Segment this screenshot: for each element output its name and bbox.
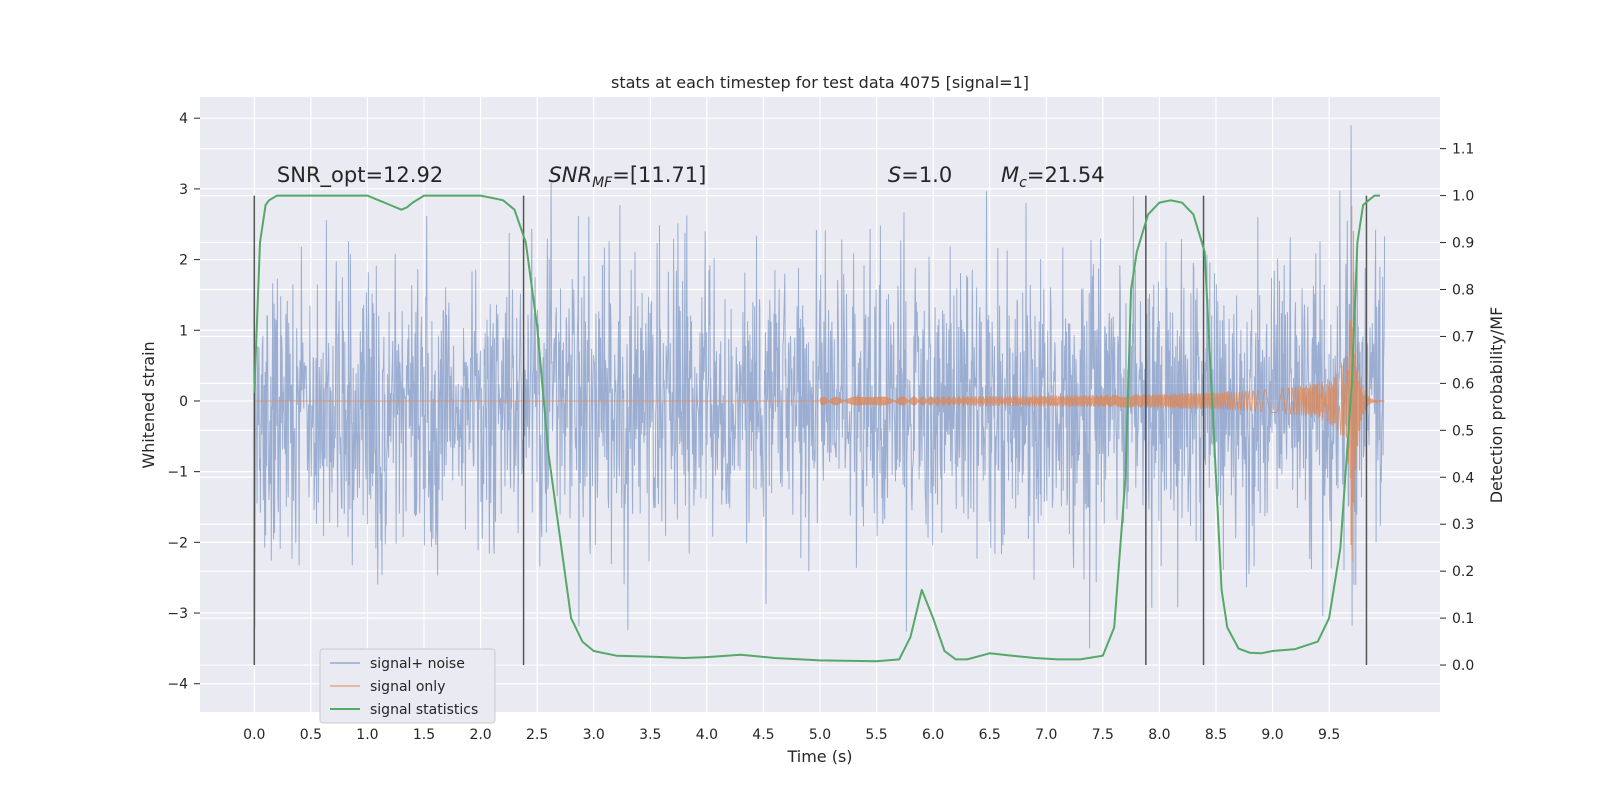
grid <box>200 97 1440 712</box>
x-tick-label: 8.5 <box>1205 727 1227 743</box>
legend-label-signal-noise: signal+ noise <box>370 656 465 672</box>
y-tick-label: 2 <box>179 253 188 269</box>
y2-tick-label: 0.6 <box>1452 376 1474 392</box>
x-tick-label: 7.0 <box>1035 727 1057 743</box>
y-tick-label: 3 <box>179 182 188 198</box>
x-tick-label: 3.0 <box>583 727 605 743</box>
chart-title: stats at each timestep for test data 407… <box>611 73 1029 92</box>
x-tick-label: 4.0 <box>696 727 718 743</box>
x-tick-label: 5.0 <box>809 727 831 743</box>
x-tick-label: 2.0 <box>469 727 491 743</box>
y2-tick-label: 1.1 <box>1452 142 1474 158</box>
x-tick-label: 1.0 <box>356 727 378 743</box>
ticks: 0.0 0.5 1.0 1.5 2.0 2.5 3.0 3.5 4.0 4.5 5.0 5.5 6.0 6… <box>167 111 1474 743</box>
y2-tick-label: 0.1 <box>1452 611 1474 627</box>
x-tick-label: 9.5 <box>1318 727 1340 743</box>
x-tick-label: 6.5 <box>979 727 1001 743</box>
legend: signal+ noise signal only signal statist… <box>319 648 496 724</box>
y-tick-label: −1 <box>167 465 188 481</box>
signal-statistics-layer <box>253 194 1380 663</box>
y2-tick-label: 0.9 <box>1452 236 1474 252</box>
y-tick-label: −3 <box>167 606 188 622</box>
annotations: SNR_opt=12.92 SNRMF=[11.71] S=1.0 Mc=21.54 <box>277 163 1105 191</box>
y2-tick-label: 0.5 <box>1452 423 1474 439</box>
x-tick-label: 0.5 <box>300 727 322 743</box>
y-tick-label: 1 <box>179 323 188 339</box>
x-tick-label: 7.5 <box>1092 727 1114 743</box>
x-tick-label: 8.0 <box>1148 727 1170 743</box>
x-tick-label: 9.0 <box>1261 727 1283 743</box>
y2-tick-label: 0.2 <box>1452 564 1474 580</box>
y-tick-label: −2 <box>167 535 188 551</box>
y2-tick-label: 0.3 <box>1452 517 1474 533</box>
x-tick-label: 0.0 <box>243 727 265 743</box>
y2-tick-label: 0.4 <box>1452 470 1474 486</box>
x-axis-label: Time (s) <box>786 747 852 766</box>
x-tick-label: 1.5 <box>413 727 435 743</box>
x-tick-label: 3.5 <box>639 727 661 743</box>
y-tick-label: −4 <box>167 677 188 693</box>
y2-tick-label: 0.7 <box>1452 329 1474 345</box>
annotation-snr-opt: SNR_opt=12.92 <box>277 163 443 188</box>
legend-box <box>319 648 496 724</box>
x-tick-label: 2.5 <box>526 727 548 743</box>
y2-tick-label: 0.0 <box>1452 658 1474 674</box>
legend-label-signal-statistics: signal statistics <box>370 702 478 718</box>
x-tick-label: 4.5 <box>752 727 774 743</box>
annotation-mc-value: Mc=21.54 <box>1001 163 1105 191</box>
y-tick-label: 4 <box>179 111 188 127</box>
series-signal-only <box>254 206 1385 562</box>
legend-label-signal-only: signal only <box>370 679 445 695</box>
annotation-snr-mf: SNRMF=[11.71] <box>548 163 706 191</box>
y2-tick-label: 0.8 <box>1452 282 1474 298</box>
y-tick-label: 0 <box>179 394 188 410</box>
series-signal-statistics <box>253 194 1380 663</box>
plot-data <box>253 125 1386 649</box>
y-axis-label: Whitened strain <box>139 341 158 468</box>
x-tick-label: 6.0 <box>922 727 944 743</box>
x-tick-label: 5.5 <box>865 727 887 743</box>
annotation-s-value: S=1.0 <box>888 163 952 187</box>
vertical-markers <box>253 195 1368 666</box>
y2-tick-label: 1.0 <box>1452 189 1474 205</box>
y2-axis-label: Detection probability/MF <box>1487 307 1506 504</box>
